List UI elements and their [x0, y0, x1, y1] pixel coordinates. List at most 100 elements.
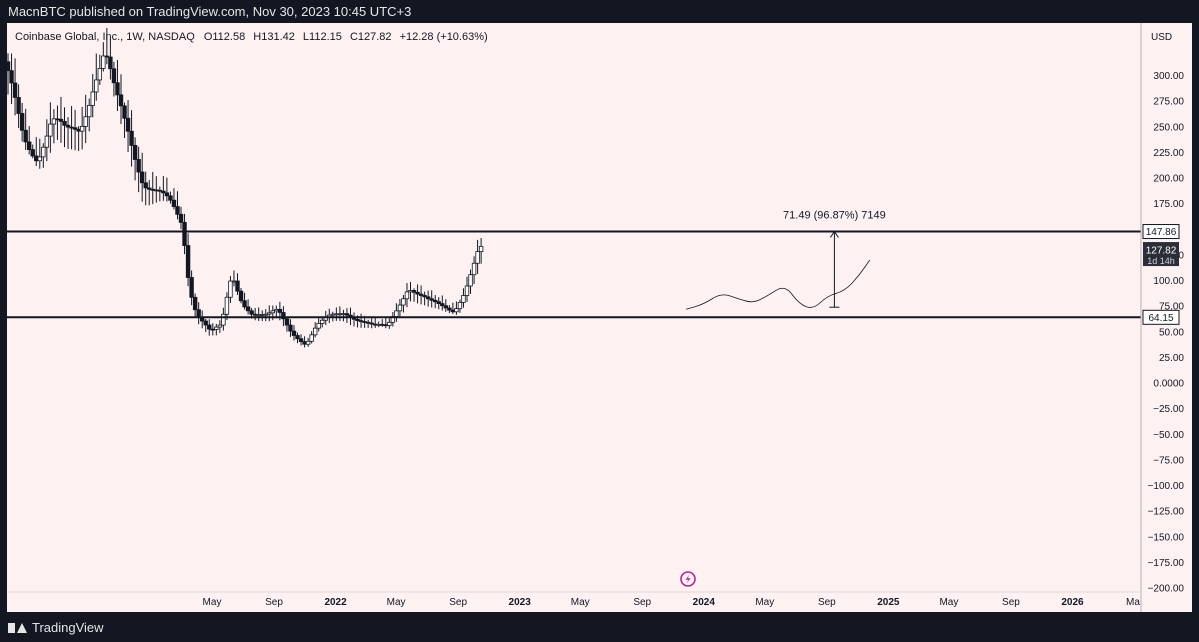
candle[interactable] — [83, 94, 88, 144]
candle[interactable] — [175, 191, 180, 220]
candle[interactable] — [157, 186, 163, 202]
candle[interactable] — [79, 106, 85, 150]
candle[interactable] — [443, 299, 449, 312]
candle[interactable] — [76, 126, 81, 152]
candle[interactable] — [62, 107, 67, 148]
candle[interactable] — [72, 109, 78, 151]
candle[interactable] — [214, 323, 219, 336]
candle[interactable] — [242, 292, 247, 310]
candle[interactable] — [101, 42, 106, 72]
candle[interactable] — [136, 146, 141, 193]
candle[interactable] — [358, 313, 364, 328]
candle[interactable] — [154, 176, 159, 203]
candle[interactable] — [450, 302, 456, 314]
candle[interactable] — [16, 84, 21, 129]
candle[interactable] — [94, 53, 99, 101]
candle[interactable] — [104, 27, 110, 65]
candle[interactable] — [164, 177, 170, 202]
candle[interactable] — [139, 152, 145, 202]
candle[interactable] — [245, 299, 251, 315]
tradingview-logo[interactable]: TradingView — [8, 620, 104, 635]
candle[interactable] — [351, 312, 357, 327]
candle[interactable] — [298, 334, 304, 346]
candle[interactable] — [9, 53, 14, 105]
measure-arrow[interactable] — [829, 230, 840, 308]
candle[interactable] — [221, 307, 226, 331]
candle[interactable] — [210, 323, 215, 336]
candle[interactable] — [256, 307, 261, 321]
candle[interactable] — [147, 180, 152, 206]
candle[interactable] — [288, 319, 293, 337]
candle[interactable] — [125, 100, 131, 152]
candle[interactable] — [390, 311, 396, 327]
candle[interactable] — [178, 206, 184, 230]
candle[interactable] — [51, 109, 57, 144]
candle[interactable] — [436, 297, 441, 310]
candle[interactable] — [425, 290, 431, 307]
candle[interactable] — [376, 321, 381, 328]
candle[interactable] — [55, 105, 60, 140]
candle[interactable] — [44, 119, 50, 162]
candle[interactable] — [302, 336, 307, 348]
candle[interactable] — [401, 294, 406, 313]
candle[interactable] — [238, 287, 244, 304]
candle[interactable] — [344, 308, 350, 323]
candle[interactable] — [161, 176, 166, 201]
candle[interactable] — [394, 303, 399, 322]
candle[interactable] — [115, 59, 120, 111]
candle[interactable] — [411, 288, 417, 302]
candle[interactable] — [199, 310, 205, 329]
candle[interactable] — [5, 53, 11, 95]
candle[interactable] — [224, 292, 230, 321]
candle[interactable] — [118, 74, 124, 125]
candle[interactable] — [327, 308, 332, 324]
candle[interactable] — [397, 299, 403, 318]
candle[interactable] — [468, 269, 473, 294]
candle[interactable] — [320, 317, 325, 328]
candle[interactable] — [369, 316, 374, 329]
candle[interactable] — [387, 318, 392, 329]
candle[interactable] — [316, 318, 321, 332]
candle[interactable] — [129, 110, 134, 167]
candle[interactable] — [231, 270, 237, 287]
candle[interactable] — [65, 117, 71, 149]
lightning-icon[interactable] — [680, 571, 696, 587]
candle[interactable] — [30, 144, 35, 159]
candle[interactable] — [207, 319, 212, 336]
candle[interactable] — [37, 138, 42, 169]
candle[interactable] — [0, 29, 4, 85]
candle[interactable] — [383, 318, 388, 329]
candle[interactable] — [12, 58, 18, 116]
candle[interactable] — [26, 125, 32, 155]
candle[interactable] — [48, 102, 53, 153]
candle[interactable] — [168, 191, 173, 204]
candle[interactable] — [341, 309, 346, 322]
candle[interactable] — [185, 233, 191, 287]
candle[interactable] — [284, 316, 290, 332]
candle[interactable] — [281, 306, 286, 326]
candle[interactable] — [252, 307, 258, 321]
candle[interactable] — [464, 276, 470, 302]
candle[interactable] — [337, 306, 343, 322]
candle[interactable] — [150, 171, 155, 205]
candle[interactable] — [90, 73, 95, 118]
candle[interactable] — [415, 284, 420, 304]
candle[interactable] — [132, 137, 138, 181]
candle[interactable] — [267, 305, 272, 322]
candle[interactable] — [182, 213, 187, 255]
candle[interactable] — [260, 310, 265, 322]
projection-path[interactable] — [686, 259, 871, 310]
candle[interactable] — [312, 322, 318, 338]
candle[interactable] — [34, 137, 39, 167]
candle[interactable] — [433, 295, 438, 309]
candle[interactable] — [19, 102, 25, 142]
candle[interactable] — [309, 331, 314, 344]
candle[interactable] — [69, 106, 74, 150]
candle[interactable] — [454, 301, 459, 315]
candle[interactable] — [418, 285, 424, 305]
currency-label[interactable]: USD — [1151, 32, 1172, 43]
candle[interactable] — [478, 238, 484, 264]
candle[interactable] — [97, 54, 103, 85]
candle[interactable] — [111, 61, 117, 97]
candle[interactable] — [41, 143, 46, 168]
